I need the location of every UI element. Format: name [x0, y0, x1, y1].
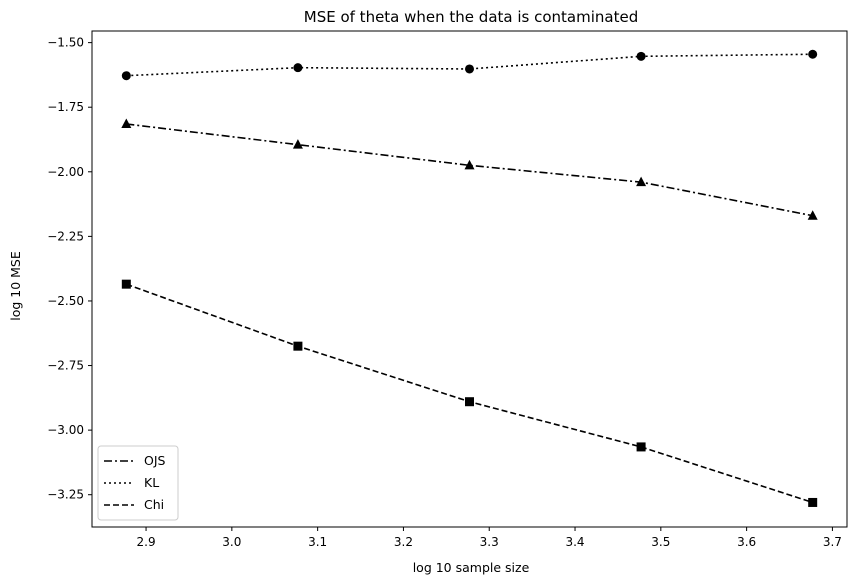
plot-frame	[91, 30, 848, 528]
data-point-kl	[293, 63, 303, 73]
x-axis-label: log 10 sample size	[413, 560, 530, 575]
x-tick-label: 3.2	[394, 535, 413, 549]
y-tick-label: −1.75	[47, 100, 84, 114]
data-point-chi	[121, 279, 131, 289]
data-point-chi	[808, 497, 818, 507]
data-point-ojs	[292, 139, 303, 149]
data-point-kl	[808, 49, 818, 59]
data-point-ojs	[807, 210, 818, 220]
legend-label-chi: Chi	[144, 497, 164, 512]
legend: OJS KL Chi	[97, 445, 179, 521]
y-tick-label: −1.50	[47, 36, 84, 50]
series-chi	[121, 279, 818, 507]
y-tick-label: −2.25	[47, 229, 84, 243]
series-ojs	[121, 118, 818, 220]
legend-box	[97, 445, 179, 521]
y-axis-label: log 10 MSE	[8, 251, 23, 321]
x-tick-label: 3.0	[222, 535, 241, 549]
data-point-kl	[465, 64, 474, 74]
x-tick-label: 3.7	[823, 535, 842, 549]
legend-label-kl: KL	[144, 475, 159, 490]
data-point-chi	[636, 442, 646, 452]
x-tick-label: 3.6	[737, 535, 756, 549]
data-point-ojs	[121, 118, 132, 128]
data-point-kl	[121, 71, 131, 81]
x-tick-label: 2.9	[137, 535, 156, 549]
x-tick-label: 3.5	[651, 535, 670, 549]
plot-area	[121, 49, 818, 507]
series-line-chi	[126, 283, 813, 504]
data-point-kl	[636, 51, 646, 61]
series-line-ojs	[126, 123, 813, 217]
x-tick-label: 3.3	[480, 535, 499, 549]
y-tick-label: −2.75	[47, 359, 84, 373]
x-tick-label: 3.1	[308, 535, 327, 549]
series-kl	[121, 49, 818, 81]
legend-label-ojs: OJS	[144, 453, 166, 468]
y-tick-label: −3.25	[47, 488, 84, 502]
chart-title: MSE of theta when the data is contaminat…	[304, 8, 638, 26]
y-tick-label: −2.50	[47, 294, 84, 308]
data-point-ojs	[636, 176, 647, 187]
data-point-chi	[465, 397, 474, 407]
y-tick-label: −2.00	[47, 165, 84, 179]
x-axis: 2.9 3.0 3.1 3.2 3.3 3.4 3.5 3.6 3.7	[137, 527, 842, 549]
y-tick-label: −3.00	[47, 423, 84, 437]
data-point-ojs	[464, 159, 475, 170]
data-point-chi	[293, 341, 303, 351]
y-axis: −1.50 −1.75 −2.00 −2.25 −2.50 −2.75 −3.00 −3.25	[47, 36, 92, 502]
x-tick-label: 3.4	[565, 535, 584, 549]
